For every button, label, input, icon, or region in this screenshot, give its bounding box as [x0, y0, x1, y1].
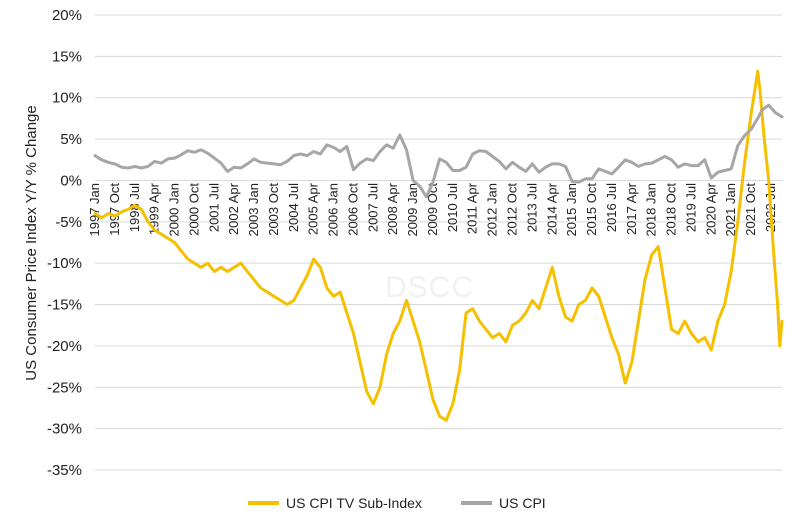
x-tick-label: 2015 Oct	[584, 183, 599, 236]
x-tick-label: 2016 Jul	[604, 183, 619, 232]
x-tick-label: 2021 Jan	[723, 183, 738, 237]
legend-label-cpi: US CPI	[499, 495, 546, 511]
x-tick-label: 1997 Jan	[87, 183, 102, 237]
x-tick-label: 2012 Oct	[505, 183, 520, 236]
gridlines	[95, 14, 782, 471]
y-tick-label: -10%	[47, 255, 82, 272]
y-tick-label: -35%	[47, 462, 82, 479]
x-tick-label: 2007 Jul	[365, 183, 380, 232]
x-tick-label: 2018 Jan	[644, 183, 659, 237]
x-tick-label: 2020 Apr	[703, 182, 718, 235]
x-tick-label: 2013 Jul	[524, 183, 539, 232]
y-tick-label: 20%	[52, 7, 82, 24]
x-axis-ticks: 1997 Jan 1997 Oct 1998 Jul 1999 Apr 2000 Jan…	[87, 182, 778, 236]
y-tick-label: 5%	[60, 131, 82, 148]
x-tick-label: 2021 Oct	[743, 183, 758, 236]
x-tick-label: 2004 Jul	[286, 183, 301, 232]
x-tick-label: 2000 Jan	[167, 183, 182, 237]
y-tick-label: 0%	[60, 172, 82, 189]
x-tick-label: 2003 Oct	[266, 183, 281, 236]
x-tick-label: 2002 Apr	[226, 182, 241, 235]
legend-label-tv: US CPI TV Sub-Index	[286, 495, 422, 511]
x-tick-label: 2015 Jan	[564, 183, 579, 237]
y-tick-label: -25%	[47, 379, 82, 396]
x-tick-label: 2018 Oct	[664, 183, 679, 236]
x-tick-label: 2014 Apr	[544, 182, 559, 235]
y-tick-label: -5%	[55, 214, 82, 231]
x-tick-label: 2006 Oct	[345, 183, 360, 236]
x-tick-label: 2000 Oct	[186, 183, 201, 236]
x-tick-label: 2001 Jul	[206, 183, 221, 232]
x-tick-label: 2010 Jul	[445, 183, 460, 232]
y-axis-ticks: 20% 15% 10% 5% 0% -5% -10% -15% -20% -25% -30% -35%	[47, 7, 82, 479]
x-tick-label: 1998 Jul	[127, 183, 142, 232]
series-line-us-cpi-tv-sub-index	[93, 69, 784, 422]
y-tick-label: -15%	[47, 297, 82, 314]
legend: US CPI TV Sub-Index US CPI	[248, 495, 546, 511]
x-tick-label: 2005 Apr	[306, 182, 321, 235]
series-lines	[93, 69, 784, 422]
x-tick-label: 2011 Apr	[465, 182, 480, 234]
y-tick-label: 10%	[52, 90, 82, 107]
x-tick-label: 2009 Jan	[405, 183, 420, 237]
series-line-us-cpi	[93, 103, 784, 199]
x-tick-label: 2006 Jan	[326, 183, 341, 237]
x-tick-label: 2017 Apr	[624, 182, 639, 235]
x-tick-label: 2019 Jul	[683, 183, 698, 232]
y-tick-label: -30%	[47, 421, 82, 438]
x-tick-label: 1999 Apr	[147, 182, 162, 235]
x-tick-label: 2003 Jan	[246, 183, 261, 237]
y-tick-label: -20%	[47, 338, 82, 355]
x-tick-label: 2009 Oct	[425, 183, 440, 236]
y-axis-title: US Consumer Price Index Y/Y % Change	[23, 105, 40, 380]
x-tick-label: 1997 Oct	[107, 183, 122, 236]
x-tick-label: 2012 Jan	[485, 183, 500, 237]
y-tick-label: 15%	[52, 48, 82, 65]
x-tick-label: 2008 Apr	[385, 182, 400, 235]
watermark-text: DSCC	[385, 271, 474, 304]
